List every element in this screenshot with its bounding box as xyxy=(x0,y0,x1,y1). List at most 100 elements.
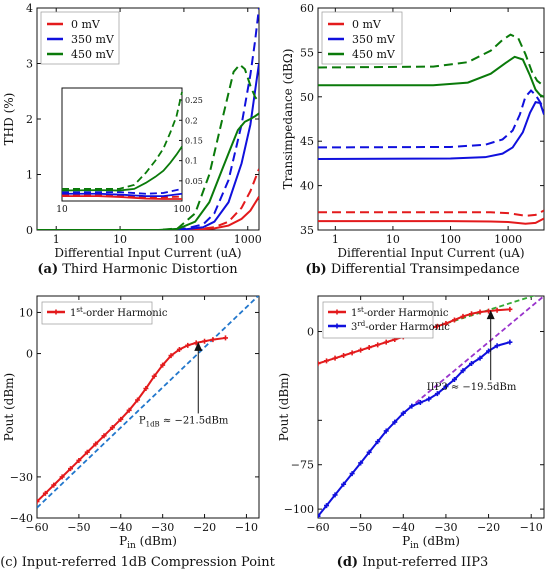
inset-y-tick-label: 0.05 xyxy=(185,177,203,186)
data-point xyxy=(460,368,466,374)
legend-label: 0 mV xyxy=(71,18,101,31)
inset-y-tick-label: 0.15 xyxy=(185,136,203,145)
y-tick-label: 0 xyxy=(26,348,33,361)
data-point xyxy=(375,342,381,348)
series-line-350mV xyxy=(318,89,544,149)
legend-box xyxy=(322,301,434,339)
legend-label: 1st-order Harmonic xyxy=(70,306,168,319)
x-axis-label-sub: in xyxy=(127,541,136,551)
x-tick-label: −30 xyxy=(434,521,457,534)
series-line-450mV xyxy=(37,112,259,230)
legend-label-sup: st xyxy=(76,306,83,314)
y-axis-label: Transimpedance (dBΩ) xyxy=(281,49,295,190)
data-point xyxy=(469,311,475,317)
y-tick-label: 45 xyxy=(300,135,314,148)
annotation-text: IIP3 ≈ −19.5dBm xyxy=(427,382,517,393)
series-line-0mV xyxy=(318,217,544,225)
y-tick-label: 2 xyxy=(26,113,33,126)
legend-marker xyxy=(53,309,59,315)
x-tick-label: −60 xyxy=(306,521,329,534)
data-point xyxy=(68,466,74,472)
x-tick-label: −40 xyxy=(109,521,132,534)
x-tick-label: 10 xyxy=(386,233,400,246)
legend-label-post: -order Harmonic xyxy=(364,308,449,319)
y-tick-label: 0 xyxy=(307,326,314,339)
series-line-450mV xyxy=(318,55,544,98)
x-tick-label: −10 xyxy=(235,521,258,534)
annotation-pre: IIP3 ≈ −19.5dBm xyxy=(427,382,517,393)
inset-series-line xyxy=(62,195,182,200)
legend-label: 350 mV xyxy=(71,33,115,46)
y-axis-label: THD (%) xyxy=(2,93,16,146)
y-axis-label: Pout (dBm) xyxy=(277,373,291,441)
data-point xyxy=(507,339,513,345)
legend-label-pre: 3 xyxy=(351,322,357,333)
data-point xyxy=(507,306,513,312)
annotation-arrow-head xyxy=(486,310,495,320)
chart-b: 1 10 100 1000 35 40 45 50 55 60 Differential Input… xyxy=(281,2,545,260)
series-line-0mV xyxy=(318,209,544,217)
y-tick-label: 3 xyxy=(26,58,33,71)
plot-frame xyxy=(317,295,545,519)
data-point xyxy=(37,499,40,505)
plot-frame xyxy=(317,7,545,231)
data-point xyxy=(341,481,347,487)
fit-line xyxy=(37,296,259,509)
data-point xyxy=(443,321,449,327)
y-tick-label: 60 xyxy=(300,2,314,15)
data-point xyxy=(460,313,466,319)
data-point xyxy=(494,343,500,349)
legend-label: 450 mV xyxy=(352,48,396,61)
data-point xyxy=(84,449,90,455)
caption-a: (a) Third Harmonic Distortion xyxy=(37,262,238,277)
x-tick-label: −60 xyxy=(25,521,48,534)
data-point xyxy=(185,342,191,348)
data-point xyxy=(210,337,216,343)
data-point xyxy=(400,410,406,416)
x-tick-label: −40 xyxy=(392,521,415,534)
x-axis-label-sub: in xyxy=(410,541,419,551)
data-point xyxy=(366,345,372,351)
data-point xyxy=(324,503,330,509)
y-axis-label: Pout (dBm) xyxy=(2,373,16,441)
data-point xyxy=(477,309,483,315)
series-line-450mV xyxy=(318,33,544,87)
chart-c: −60 −50 −40 −30 −20 −10 −40 −30 0 10 Pin (dBm) Pout… xyxy=(2,295,260,551)
y-tick-label: −100 xyxy=(284,503,314,516)
inset-y-tick-label: 0.25 xyxy=(185,96,203,105)
y-tick-label: 50 xyxy=(300,91,314,104)
chart-a: 1 10 100 1000 0 1 2 3 4 Differential Input Curren… xyxy=(2,2,262,260)
data-point xyxy=(51,482,57,488)
x-tick-label: −20 xyxy=(193,521,216,534)
series-line-350mV xyxy=(318,101,544,160)
inset-series-line xyxy=(62,192,183,198)
data-point xyxy=(101,433,107,439)
data-point xyxy=(451,376,457,382)
data-point xyxy=(76,457,82,463)
data-point xyxy=(375,439,381,445)
data-point xyxy=(318,360,321,366)
inset-x-tick-label: 10 xyxy=(56,205,68,215)
data-point xyxy=(324,358,330,364)
annotation-text: P1dB ≈ −21.5dBm xyxy=(139,415,229,428)
y-tick-label: −30 xyxy=(10,471,33,484)
x-axis-label: Differential Input Current (uA) xyxy=(337,246,524,260)
data-point xyxy=(176,346,182,352)
series-line-450mV xyxy=(37,63,259,230)
legend-label: 3rd-order Harmonic xyxy=(351,320,450,333)
data-point xyxy=(392,419,398,425)
series-line xyxy=(318,341,511,517)
data-point xyxy=(417,400,423,406)
data-point xyxy=(349,350,355,356)
data-point xyxy=(202,338,208,344)
y-tick-label: 0 xyxy=(26,224,33,237)
x-axis-label-main: P xyxy=(402,534,410,548)
data-point xyxy=(332,355,338,361)
legend-box xyxy=(41,301,153,325)
annotation-pre: P xyxy=(139,415,146,426)
chart-d: −60 −50 −40 −30 −20 −10 −100 −75 0 Pin (dBm) Pout … xyxy=(277,295,545,551)
y-tick-label: 1 xyxy=(26,169,33,182)
legend-label: 450 mV xyxy=(71,48,115,61)
